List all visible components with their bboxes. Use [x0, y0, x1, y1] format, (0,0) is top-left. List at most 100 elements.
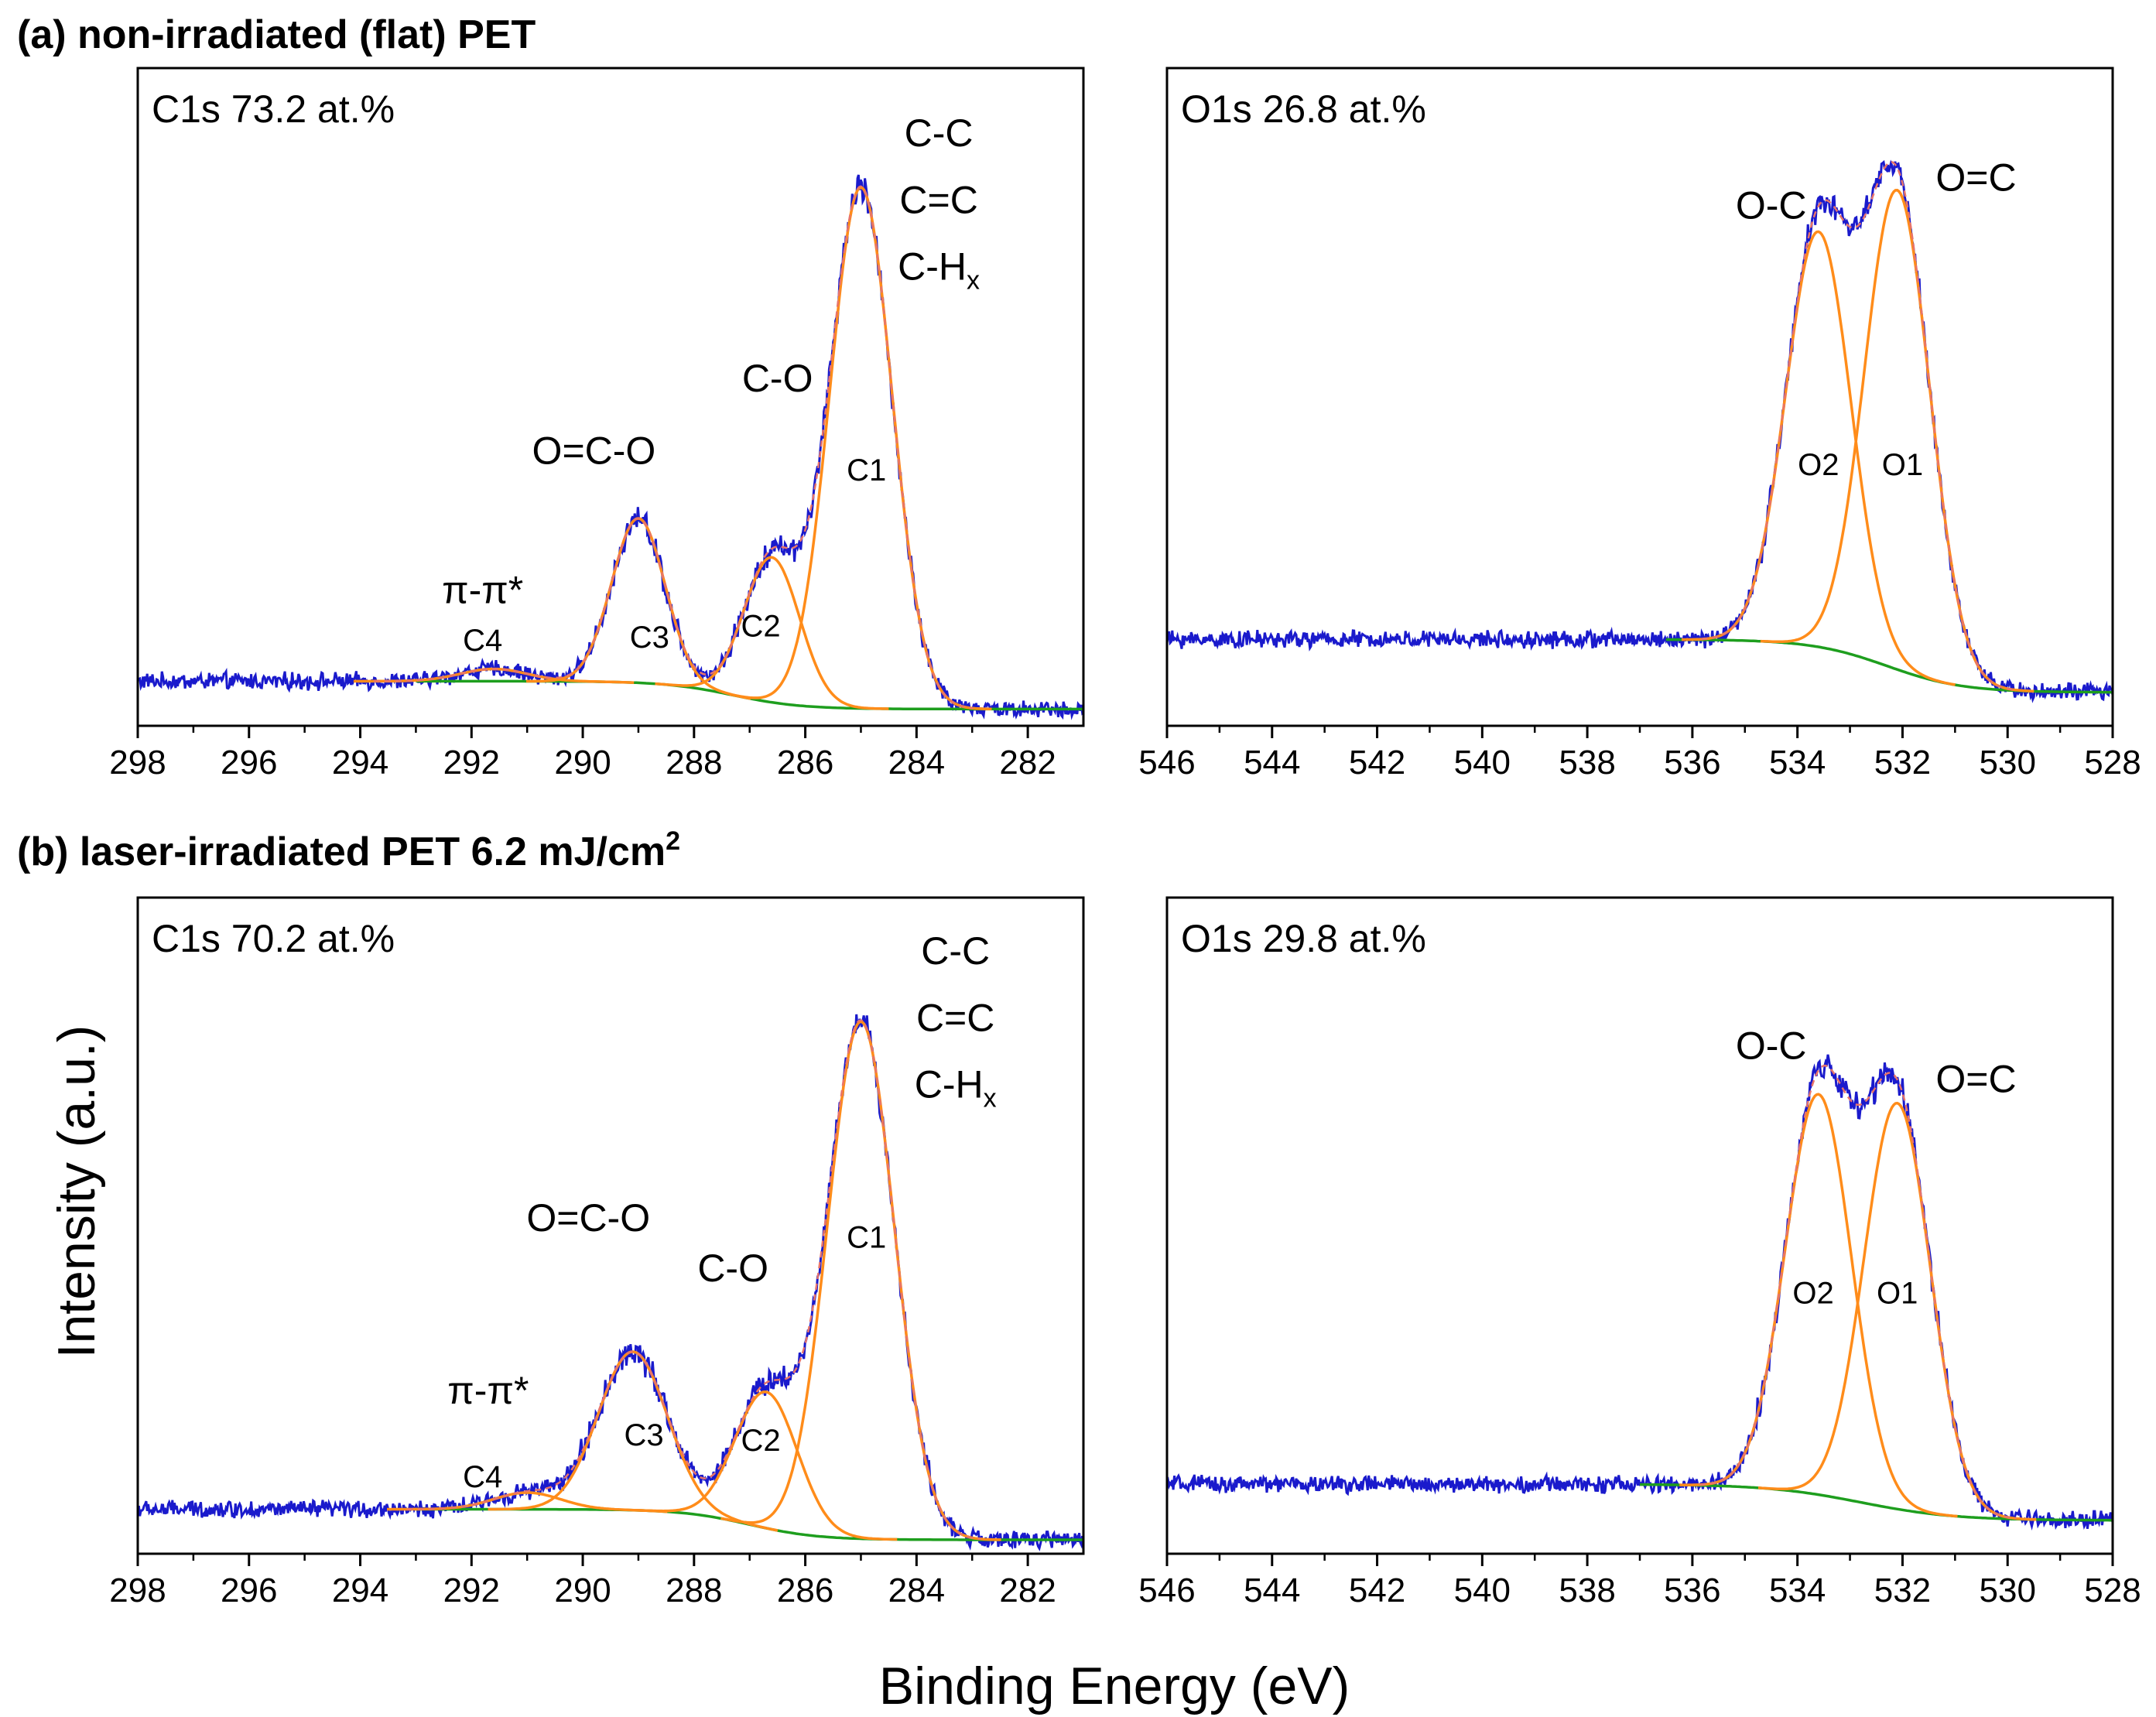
x-tick-label: 288 — [666, 744, 722, 782]
x-tick-label: 286 — [777, 1572, 833, 1609]
x-tick-label: 298 — [109, 1572, 166, 1609]
panel-title: O1s 26.8 at.% — [1181, 87, 1426, 131]
peak-annotation: C-C — [905, 111, 974, 155]
component-peak-c1 — [720, 1020, 1001, 1541]
component-peak-o1 — [1760, 189, 2035, 693]
measured-spectrum-line — [1167, 1054, 2113, 1531]
background-line — [416, 679, 1083, 711]
component-label: C3 — [630, 621, 669, 655]
component-label: O1 — [1882, 448, 1923, 482]
x-tick-label: 286 — [777, 744, 833, 782]
x-tick-label: 540 — [1454, 744, 1511, 782]
x-tick-label: 530 — [1980, 744, 2036, 782]
x-tick-label: 296 — [221, 744, 277, 782]
envelope-fit-line — [373, 185, 974, 710]
peak-annotation: O=C — [1935, 156, 2016, 199]
panel-title: C1s 73.2 at.% — [152, 87, 395, 131]
x-tick-label: 530 — [1980, 1572, 2036, 1609]
peak-annotation: O-C — [1736, 1024, 1807, 1067]
envelope-fit-line — [1699, 1065, 2017, 1520]
peak-annotation: C=C — [899, 178, 977, 221]
x-tick-label: 538 — [1559, 1572, 1615, 1609]
component-label: C4 — [463, 624, 502, 658]
peak-annotation: O=C-O — [526, 1196, 650, 1240]
x-tick-label: 536 — [1664, 1572, 1720, 1609]
envelope-fit-line — [406, 1019, 981, 1541]
peak-annotation: C=C — [916, 996, 994, 1039]
x-tick-label: 292 — [443, 1572, 500, 1609]
component-peak-c2 — [635, 1390, 898, 1541]
x-tick-label: 538 — [1559, 744, 1615, 782]
x-tick-label: 298 — [109, 744, 166, 782]
x-tick-label: 528 — [2084, 1572, 2141, 1609]
component-peak-c2 — [655, 556, 889, 710]
component-label: O2 — [1792, 1277, 1833, 1311]
peak-annotation: O-C — [1736, 183, 1807, 227]
component-label: C4 — [463, 1460, 502, 1494]
x-tick-label: 282 — [999, 744, 1056, 782]
x-tick-label: 540 — [1454, 1572, 1511, 1609]
plot-frame — [136, 67, 1085, 727]
panel-a_o1s: 546 544 542 540 538 536 534 532 530 528 O1s 26.8 a… — [1138, 67, 2141, 782]
row-b-title: (b) laser-irradiated PET 6.2 mJ/cm2 — [17, 826, 680, 874]
component-label: C1 — [847, 1221, 886, 1255]
peak-annotation: O=C — [1935, 1058, 2016, 1101]
component-label: C2 — [741, 1424, 781, 1458]
x-tick-label: 534 — [1769, 1572, 1826, 1609]
x-tick-label: 532 — [1874, 1572, 1931, 1609]
plot-frame — [136, 896, 1085, 1555]
background-line — [1665, 638, 2113, 694]
panel-b_o1s: 546 544 542 540 538 536 534 532 530 528 O1s 29.8 a… — [1138, 896, 2141, 1609]
plot-frame — [1165, 896, 2114, 1555]
peak-annotation: O=C-O — [532, 429, 656, 472]
x-tick-label: 290 — [554, 744, 611, 782]
component-label: C2 — [741, 610, 781, 644]
peak-annotation: C-O — [697, 1247, 768, 1290]
plot-area — [138, 174, 1083, 720]
x-tick-label: 528 — [2084, 744, 2141, 782]
x-tick-label: 544 — [1244, 744, 1300, 782]
x-tick-label: 288 — [666, 1572, 722, 1609]
x-tick-label: 546 — [1138, 1572, 1195, 1609]
y-axis-label: Intensity (a.u.) — [47, 1025, 106, 1359]
plot-area — [1167, 159, 2113, 703]
component-peak-o1 — [1757, 1101, 2037, 1521]
peak-annotation: C-Hx — [898, 245, 980, 296]
plot-area — [1167, 1054, 2113, 1531]
x-tick-label: 546 — [1138, 744, 1195, 782]
x-tick-label: 284 — [888, 1572, 945, 1609]
x-tick-label: 284 — [888, 744, 945, 782]
panel-a_c1s: 298 296 294 292 290 288 286 284 282 C1s 73.2 at.%… — [109, 67, 1085, 782]
component-label: C3 — [625, 1418, 664, 1452]
panel-title: O1s 29.8 at.% — [1181, 917, 1426, 960]
x-tick-label: 292 — [443, 744, 500, 782]
x-tick-label: 532 — [1874, 744, 1931, 782]
peak-annotation: C-Hx — [915, 1063, 997, 1113]
peak-annotation: π-π* — [447, 1369, 529, 1412]
x-tick-label: 296 — [221, 1572, 277, 1609]
x-tick-label: 542 — [1349, 744, 1405, 782]
envelope-fit-line — [1701, 161, 2015, 691]
x-tick-label: 294 — [332, 744, 388, 782]
x-tick-label: 294 — [332, 1572, 388, 1609]
row-a-title: (a) non-irradiated (flat) PET — [17, 12, 536, 57]
component-label: C1 — [847, 453, 886, 487]
peak-annotation: C-C — [921, 929, 990, 973]
panel-b_c1s: 298 296 294 292 290 288 286 284 282 C1s 70.2 at.%… — [109, 896, 1085, 1609]
row-b-title-superscript: 2 — [666, 826, 680, 856]
x-tick-label: 544 — [1244, 1572, 1300, 1609]
plot-area — [138, 1014, 1083, 1551]
row-b-title-main: (b) laser-irradiated PET 6.2 mJ/cm — [17, 829, 666, 874]
component-label: O2 — [1798, 448, 1839, 482]
panels: 298 296 294 292 290 288 286 284 282 C1s 73.2 at.%… — [109, 67, 2141, 1609]
peak-annotation: C-O — [742, 357, 813, 400]
x-tick-label: 282 — [999, 1572, 1056, 1609]
component-label: O1 — [1877, 1277, 1918, 1311]
x-tick-label: 534 — [1769, 744, 1826, 782]
x-tick-label: 290 — [554, 1572, 611, 1609]
measured-spectrum-line — [1167, 159, 2113, 703]
x-axis-label: Binding Energy (eV) — [879, 1657, 1350, 1715]
peak-annotation: π-π* — [442, 569, 523, 612]
x-tick-label: 536 — [1664, 744, 1720, 782]
